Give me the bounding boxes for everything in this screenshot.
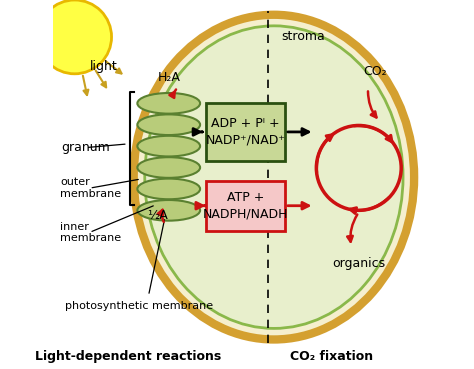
Text: CO₂ fixation: CO₂ fixation: [290, 349, 373, 363]
Ellipse shape: [137, 136, 200, 156]
Text: granum: granum: [62, 141, 110, 154]
Text: organics: organics: [332, 257, 385, 270]
Text: inner
membrane: inner membrane: [60, 222, 121, 243]
Text: photosynthetic membrane: photosynthetic membrane: [65, 301, 213, 311]
Ellipse shape: [137, 200, 200, 221]
Ellipse shape: [137, 157, 200, 178]
Ellipse shape: [145, 26, 403, 328]
Text: outer
membrane: outer membrane: [60, 177, 121, 199]
Text: stroma: stroma: [282, 30, 325, 44]
Text: ATP +
NADPH/NADH: ATP + NADPH/NADH: [202, 191, 288, 221]
Ellipse shape: [137, 179, 200, 199]
Circle shape: [38, 0, 111, 74]
Ellipse shape: [134, 15, 414, 339]
Text: ½A: ½A: [147, 209, 168, 223]
Text: Light-dependent reactions: Light-dependent reactions: [35, 349, 221, 363]
Text: CO₂: CO₂: [364, 65, 387, 79]
FancyBboxPatch shape: [206, 103, 285, 161]
Ellipse shape: [137, 93, 200, 114]
Ellipse shape: [137, 114, 200, 135]
Text: ADP + Pᴵ +
NADP⁺/NAD⁺: ADP + Pᴵ + NADP⁺/NAD⁺: [205, 117, 285, 147]
Text: light: light: [90, 60, 117, 73]
FancyBboxPatch shape: [206, 181, 285, 231]
Text: H₂A: H₂A: [157, 71, 180, 84]
